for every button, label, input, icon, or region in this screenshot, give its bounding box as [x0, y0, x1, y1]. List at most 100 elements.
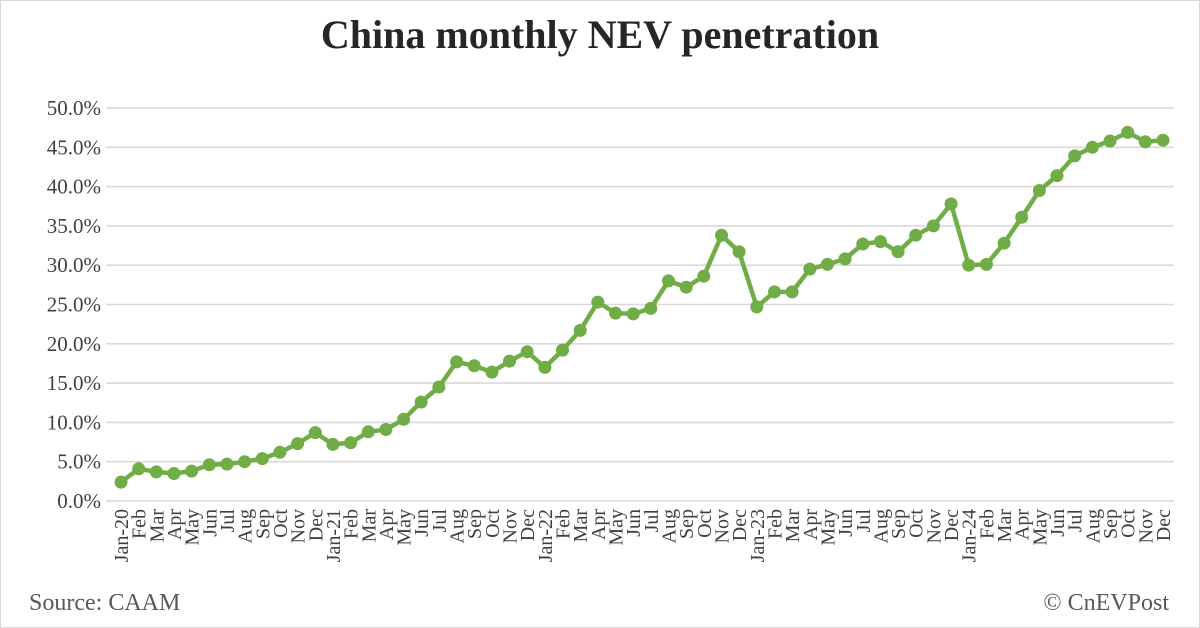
data-point	[891, 245, 905, 259]
data-point	[503, 354, 516, 368]
y-axis-tick-label: 30.0%	[47, 253, 101, 277]
x-axis-tick-label: Feb	[764, 509, 786, 539]
data-point	[979, 257, 993, 271]
x-axis-tick-label: Aug	[1082, 509, 1104, 543]
data-point	[361, 425, 375, 439]
x-axis-tick-label: Sep	[888, 509, 910, 539]
data-point	[909, 228, 923, 242]
x-axis-tick-label: Apr	[800, 509, 822, 540]
data-point	[679, 280, 693, 294]
x-axis-tick-label: Oct	[906, 509, 928, 538]
x-axis-tick-label: Oct	[270, 509, 292, 538]
data-point	[644, 301, 658, 315]
data-point	[750, 300, 764, 314]
x-axis-tick-label: Dec	[941, 509, 963, 541]
x-axis-tick-label: Aug	[447, 509, 469, 543]
data-point	[785, 285, 799, 299]
x-axis-tick-label: May	[394, 509, 416, 546]
y-axis-tick-label: 0.0%	[57, 489, 101, 513]
x-axis-tick-label: Nov	[1135, 509, 1157, 543]
x-axis-tick-label: Jul	[217, 509, 239, 533]
x-axis-tick-label: Sep	[464, 509, 486, 539]
data-point	[538, 360, 552, 374]
y-axis-tick-label: 35.0%	[47, 214, 101, 238]
x-axis-tick-label: Apr	[376, 509, 398, 540]
data-point	[1138, 135, 1152, 149]
x-axis-tick-label: May	[1029, 509, 1051, 546]
data-point	[1015, 210, 1029, 224]
data-point	[467, 359, 481, 373]
data-point	[591, 295, 605, 309]
data-point	[255, 452, 269, 466]
data-point	[291, 437, 305, 451]
x-axis-tick-label: Dec	[305, 509, 327, 541]
data-point	[1085, 140, 1099, 154]
y-axis-tick-label: 20.0%	[47, 332, 101, 356]
y-axis-tick-label: 25.0%	[47, 293, 101, 317]
x-axis-tick-label: Jun	[199, 509, 221, 537]
data-point	[962, 258, 976, 272]
data-point	[520, 345, 534, 359]
x-axis-tick-label: Mar	[994, 509, 1016, 543]
x-axis-tick-label: Jun	[411, 509, 433, 537]
data-point	[838, 252, 852, 266]
data-point	[379, 423, 393, 436]
x-axis-tick-label: Mar	[782, 509, 804, 543]
x-axis-tick-label: Mar	[570, 509, 592, 543]
x-axis-tick-label: Feb	[976, 509, 998, 539]
x-axis-tick-label: Nov	[711, 509, 733, 543]
data-point	[609, 306, 622, 320]
data-point	[132, 462, 146, 476]
x-axis-tick-label: Apr	[588, 509, 610, 540]
data-point	[997, 236, 1011, 250]
x-axis-tick-label: Dec	[729, 509, 751, 541]
x-axis-tick-label: Apr	[1012, 509, 1034, 540]
chart-footer: Source: CAAM © CnEVPost	[29, 590, 1169, 617]
x-axis-tick-label: Jul	[641, 509, 663, 533]
data-point	[626, 307, 640, 321]
data-point	[202, 458, 216, 472]
series-line	[118, 130, 1166, 485]
x-axis-tick-label: Feb	[553, 509, 575, 539]
chart-title: China monthly NEV penetration	[320, 12, 880, 57]
x-axis-tick-label: Nov	[288, 509, 310, 543]
y-axis-tick-label: 50.0%	[47, 96, 101, 120]
data-point	[450, 355, 464, 369]
x-axis-tick-label: Aug	[870, 509, 892, 543]
data-point	[926, 219, 940, 233]
x-axis-tick-label: Jan-22	[535, 509, 557, 562]
x-axis-tick-label: May	[182, 509, 204, 546]
x-axis-tick-label: Oct	[694, 509, 716, 538]
data-point	[768, 285, 781, 299]
data-point	[803, 262, 817, 276]
data-point	[397, 412, 411, 426]
source-label: Source: CAAM	[29, 590, 181, 616]
x-axis-tick-label: Mar	[358, 509, 380, 543]
x-axis-tick-label: Dec	[517, 509, 539, 541]
x-axis-tick-label: Jun	[1047, 509, 1069, 537]
x-axis-tick-label: Jul	[853, 509, 875, 533]
x-axis-tick-label: Feb	[341, 509, 363, 539]
data-point	[944, 197, 958, 211]
data-point	[856, 237, 870, 251]
data-point	[308, 426, 322, 440]
x-axis-tick-label: Jan-23	[747, 509, 769, 562]
x-axis-tick-label: Jan-20	[111, 509, 133, 562]
data-point	[820, 257, 834, 271]
x-axis-tick-label: Feb	[129, 509, 151, 539]
data-point	[873, 235, 887, 249]
data-point	[414, 395, 428, 409]
x-axis-tick-label: Apr	[164, 509, 186, 540]
x-axis-tick-label: Jun	[623, 509, 645, 537]
y-axis-tick-label: 5.0%	[57, 450, 101, 474]
data-point	[344, 436, 358, 450]
x-axis-tick-label: Nov	[923, 509, 945, 543]
data-point	[238, 455, 252, 469]
data-point	[1121, 125, 1135, 139]
x-axis-tick-label: Jan-21	[323, 509, 345, 562]
x-axis-tick-label: Nov	[500, 509, 522, 543]
data-point	[662, 274, 675, 288]
data-point	[114, 475, 128, 489]
